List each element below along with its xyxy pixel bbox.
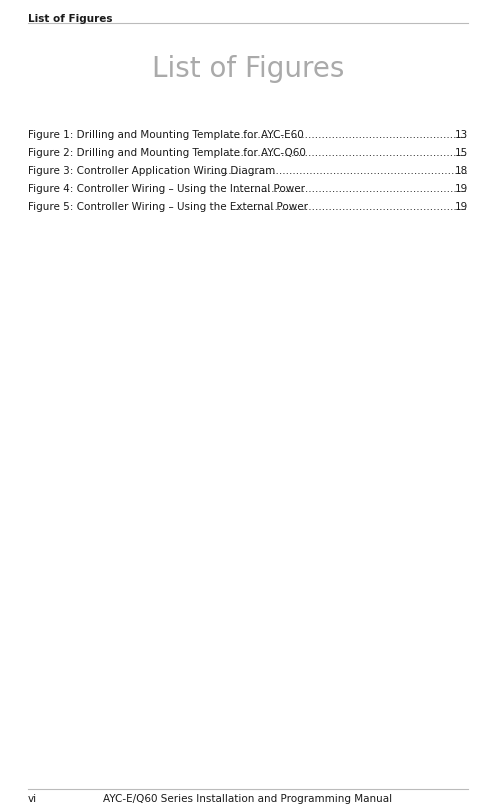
Text: Figure 1: Drilling and Mounting Template for AYC-E60: Figure 1: Drilling and Mounting Template… [28,130,304,139]
Text: 13: 13 [455,130,468,139]
Text: AYC-E/Q60 Series Installation and Programming Manual: AYC-E/Q60 Series Installation and Progra… [104,793,392,803]
Text: .......................................................................: ........................................… [228,130,467,139]
Text: .....................................................................: ........................................… [235,184,468,194]
Text: .....................................................................: ........................................… [235,202,468,212]
Text: .............................................................................: ........................................… [209,165,469,176]
Text: 15: 15 [455,148,468,158]
Text: 18: 18 [455,165,468,176]
Text: vi: vi [28,793,37,803]
Text: .......................................................................: ........................................… [228,148,467,158]
Text: Figure 3: Controller Application Wiring Diagram: Figure 3: Controller Application Wiring … [28,165,275,176]
Text: Figure 4: Controller Wiring – Using the Internal Power: Figure 4: Controller Wiring – Using the … [28,184,305,194]
Text: List of Figures: List of Figures [28,14,113,24]
Text: Figure 2: Drilling and Mounting Template for AYC-Q60: Figure 2: Drilling and Mounting Template… [28,148,306,158]
Text: 19: 19 [455,184,468,194]
Text: List of Figures: List of Figures [152,55,344,83]
Text: 19: 19 [455,202,468,212]
Text: Figure 5: Controller Wiring – Using the External Power: Figure 5: Controller Wiring – Using the … [28,202,308,212]
